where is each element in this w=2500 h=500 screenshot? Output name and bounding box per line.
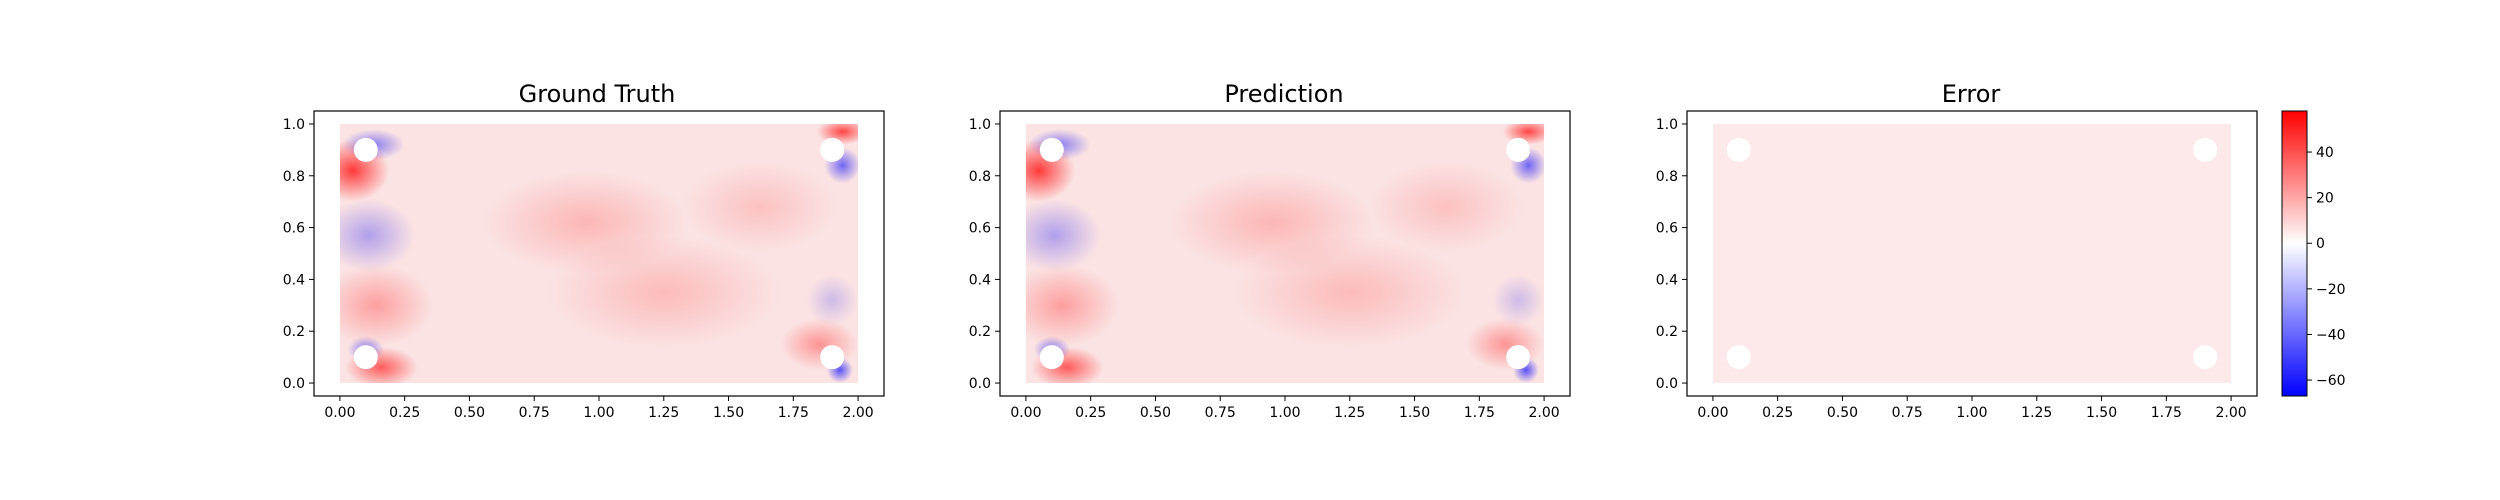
y-tick-label: 0.2 — [283, 324, 305, 340]
x-tick-label: 0.75 — [1205, 405, 1236, 421]
chart-title: Error — [1942, 80, 2001, 108]
x-axis: 0.00 0.25 0.50 0.75 1.00 1.25 1.50 1.75 2.00 — [1697, 396, 2247, 421]
hole — [820, 137, 845, 162]
field-blob — [547, 235, 781, 350]
x-tick-label: 1.50 — [1399, 405, 1430, 421]
y-axis: 0.0 0.2 0.4 0.6 0.8 1.0 — [969, 117, 1000, 392]
y-tick-label: 1.0 — [969, 117, 991, 133]
chart-title: Ground Truth — [519, 80, 676, 108]
y-tick-label: 1.0 — [283, 117, 305, 133]
y-tick-label: 0.6 — [283, 221, 305, 237]
x-tick-label: 1.50 — [713, 405, 744, 421]
x-tick-label: 0.50 — [1140, 405, 1171, 421]
hole — [1506, 137, 1531, 162]
holes-group — [1039, 137, 1531, 370]
y-tick-label: 0.4 — [1656, 272, 1678, 288]
colorbar-tick-label: −40 — [2316, 327, 2346, 343]
hole — [1039, 137, 1064, 162]
x-tick-label: 2.00 — [2216, 405, 2247, 421]
x-tick-label: 0.25 — [389, 405, 420, 421]
y-tick-label: 0.0 — [283, 376, 305, 392]
field-area — [339, 123, 859, 384]
y-tick-label: 0.6 — [1656, 221, 1678, 237]
field-blob — [339, 199, 416, 272]
x-axis: 0.00 0.25 0.50 0.75 1.00 1.25 1.50 1.75 2.00 — [324, 396, 874, 421]
y-axis: 0.0 0.2 0.4 0.6 0.8 1.0 — [283, 117, 314, 392]
x-tick-label: 0.25 — [1762, 405, 1793, 421]
chart-title: Prediction — [1224, 80, 1343, 108]
x-tick-label: 1.00 — [1956, 405, 1987, 421]
colorbar-tick-label: −20 — [2316, 282, 2346, 298]
panel-ground-truth: Ground Truth 0.00 0.25 0.50 0.75 1.00 1.25 1.5… — [283, 80, 885, 421]
holes-group — [1726, 137, 2218, 370]
x-tick-label: 1.50 — [2086, 405, 2117, 421]
y-tick-label: 0.6 — [969, 221, 991, 237]
colorbar-ticks: 40 20 0 −20 −40 −60 — [2307, 145, 2346, 389]
y-tick-label: 0.2 — [1656, 324, 1678, 340]
hole — [1726, 137, 1751, 162]
y-axis: 0.0 0.2 0.4 0.6 0.8 1.0 — [1656, 117, 1687, 392]
x-tick-label: 0.00 — [324, 405, 355, 421]
x-tick-label: 0.50 — [454, 405, 485, 421]
y-tick-label: 0.4 — [969, 272, 991, 288]
x-tick-label: 1.75 — [1464, 405, 1495, 421]
hole — [2193, 137, 2218, 162]
colorbar-gradient — [2281, 110, 2308, 397]
hole — [353, 137, 378, 162]
x-tick-label: 2.00 — [1529, 405, 1560, 421]
hole — [1506, 345, 1531, 370]
y-tick-label: 0.2 — [969, 324, 991, 340]
panel-prediction: Prediction 0.00 0.25 0.50 0.75 1.00 1.25 1.50 1… — [969, 80, 1571, 421]
x-tick-label: 1.25 — [1334, 405, 1365, 421]
x-tick-label: 0.25 — [1075, 405, 1106, 421]
field-blob — [1492, 274, 1545, 327]
colorbar-tick-label: −60 — [2316, 373, 2346, 389]
hole — [353, 345, 378, 370]
field-blob — [339, 263, 434, 347]
field-blob — [806, 274, 859, 327]
colorbar-tick-label: 20 — [2316, 191, 2334, 207]
y-tick-label: 0.8 — [969, 169, 991, 185]
field-blob — [1025, 263, 1120, 347]
y-tick-label: 0.8 — [1656, 169, 1678, 185]
x-tick-label: 1.25 — [648, 405, 679, 421]
y-tick-label: 0.8 — [283, 169, 305, 185]
field-blob — [1025, 199, 1102, 272]
y-tick-label: 0.4 — [283, 272, 305, 288]
field-background — [1712, 123, 2232, 384]
x-tick-label: 0.00 — [1697, 405, 1728, 421]
x-tick-label: 1.75 — [778, 405, 809, 421]
hole — [1726, 345, 1751, 370]
field-area — [1712, 123, 2232, 384]
colorbar-tick-label: 40 — [2316, 145, 2334, 161]
x-tick-label: 0.75 — [519, 405, 550, 421]
x-tick-label: 0.00 — [1010, 405, 1041, 421]
field-area — [1025, 123, 1545, 384]
hole — [820, 345, 845, 370]
x-tick-label: 1.75 — [2151, 405, 2182, 421]
x-axis: 0.00 0.25 0.50 0.75 1.00 1.25 1.50 1.75 2.00 — [1010, 396, 1560, 421]
field-blob — [681, 160, 838, 254]
y-tick-label: 1.0 — [1656, 117, 1678, 133]
x-tick-label: 0.50 — [1827, 405, 1858, 421]
y-tick-label: 0.0 — [1656, 376, 1678, 392]
field-blob — [1233, 235, 1467, 350]
hole — [2193, 345, 2218, 370]
hole — [1039, 345, 1064, 370]
x-tick-label: 1.25 — [2021, 405, 2052, 421]
colorbar-tick-label: 0 — [2316, 236, 2325, 252]
x-tick-label: 1.00 — [1269, 405, 1300, 421]
colorbar: 40 20 0 −20 −40 −60 — [2281, 110, 2346, 397]
y-tick-label: 0.0 — [969, 376, 991, 392]
x-tick-label: 1.00 — [583, 405, 614, 421]
panel-error: Error 0.00 0.25 0.50 0.75 1.00 1.25 1.50 1.75 2.… — [1656, 80, 2258, 421]
x-tick-label: 2.00 — [843, 405, 874, 421]
holes-group — [353, 137, 845, 370]
x-tick-label: 0.75 — [1892, 405, 1923, 421]
field-blob — [1367, 160, 1524, 254]
